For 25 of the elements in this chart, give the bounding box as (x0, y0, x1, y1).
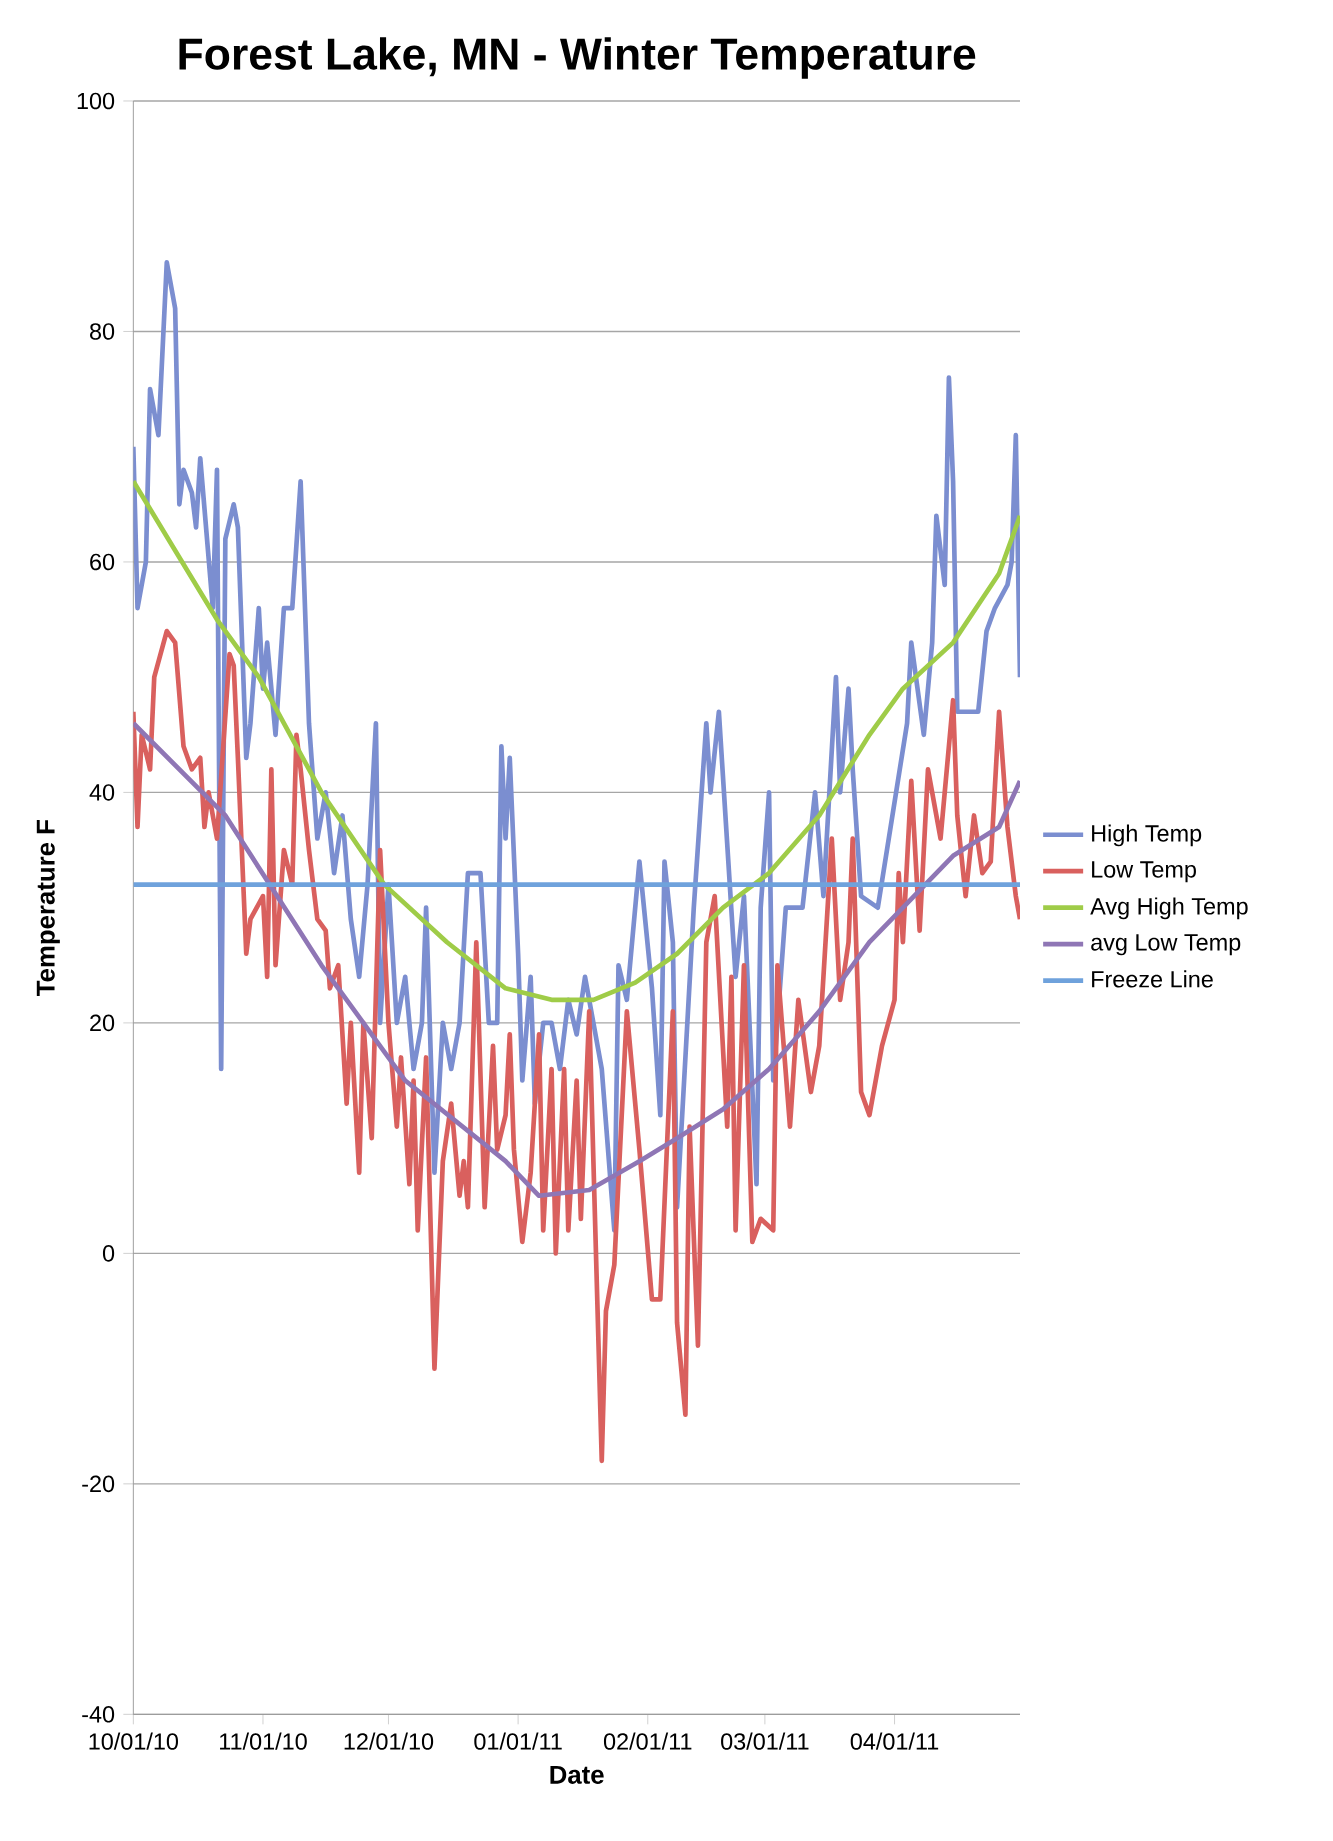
y-tick-label: 0 (102, 1245, 115, 1262)
x-tick-label: 10/01/10 (89, 1732, 179, 1750)
legend-label: Freeze Line (1092, 970, 1213, 988)
x-tick-label: 04/01/11 (850, 1732, 939, 1750)
y-tick-label: 60 (90, 553, 115, 571)
y-tick-label: 80 (90, 323, 115, 340)
y-tick-label: -20 (82, 1475, 115, 1493)
legend-label: Avg High Temp (1090, 897, 1248, 920)
y-tick-label: 40 (89, 784, 115, 801)
chart-title: Forest Lake, MN - Winter Temperature (179, 37, 976, 79)
y-axis-title: Temperature F (36, 820, 60, 996)
legend-label: High Temp (1092, 824, 1202, 847)
line-series (133, 720, 1020, 1199)
x-tick-label: 02/01/11 (603, 1732, 692, 1750)
x-tick-label: 12/01/10 (344, 1732, 434, 1750)
y-tick-label: -40 (82, 1706, 115, 1723)
x-tick-label: 01/01/11 (474, 1732, 562, 1750)
x-axis-title: Date (550, 1765, 604, 1784)
x-tick-label: 11/01/10 (220, 1732, 307, 1750)
y-tick-label: 100 (77, 92, 115, 110)
x-tick-label: 03/01/11 (721, 1732, 809, 1750)
legend-label: Low Temp (1092, 861, 1196, 883)
line-series (133, 478, 1020, 1003)
legend-label: avg Low Temp (1091, 934, 1241, 956)
y-tick-label: 20 (90, 1014, 115, 1032)
